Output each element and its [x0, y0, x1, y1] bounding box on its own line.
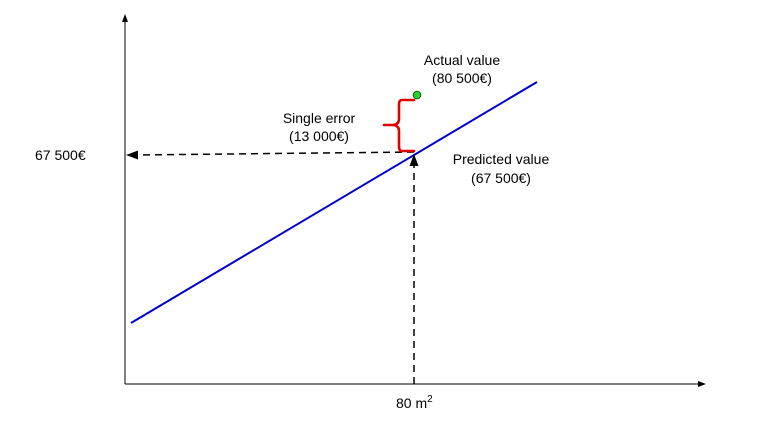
y-axis-arrowhead	[122, 14, 128, 22]
horizontal-guide-arrow	[135, 151, 415, 156]
x-value-label: 80 m2	[396, 394, 433, 411]
horizontal-guide-arrowhead	[126, 150, 138, 160]
predicted-value-title: Predicted value	[453, 151, 550, 167]
x-value-label-base: 80 m	[396, 395, 427, 411]
vertical-guide-arrowhead	[409, 154, 419, 166]
predicted-value-amount: (67 500€)	[471, 170, 531, 186]
x-axis-arrowhead	[698, 381, 706, 387]
actual-value-title: Actual value	[424, 52, 500, 68]
y-value-label: 67 500€	[35, 147, 86, 163]
regression-line	[130, 81, 538, 324]
error-brace	[382, 98, 416, 153]
actual-value-amount: (80 500€)	[432, 70, 492, 86]
error-amount: (13 000€)	[289, 128, 349, 144]
error-title: Single error	[283, 110, 356, 126]
actual-value-point	[412, 90, 422, 100]
x-value-label-superscript: 2	[427, 394, 433, 405]
